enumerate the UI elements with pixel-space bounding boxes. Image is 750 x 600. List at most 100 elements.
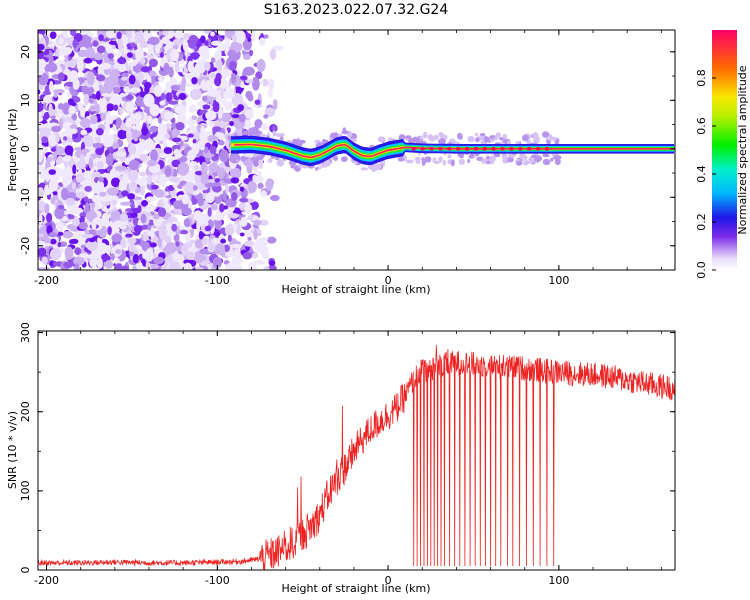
noise-blob xyxy=(38,43,45,51)
noise-blob xyxy=(41,256,48,265)
noise-blob xyxy=(140,57,146,65)
noise-blob xyxy=(239,83,247,89)
noise-blob xyxy=(43,90,52,96)
noise-blob xyxy=(72,132,79,139)
noise-blob xyxy=(148,58,158,68)
noise-blob xyxy=(170,84,180,91)
noise-blob xyxy=(217,167,226,179)
noise-blob xyxy=(254,99,261,105)
noise-blob xyxy=(200,161,208,176)
noise-blob xyxy=(228,60,237,71)
noise-blob xyxy=(146,174,152,186)
noise-blob xyxy=(88,157,94,169)
noise-blob xyxy=(65,81,75,87)
noise-blob xyxy=(55,48,60,57)
ridge-bead xyxy=(411,147,416,151)
noise-blob xyxy=(239,232,245,237)
noise-blob xyxy=(78,253,90,259)
noise-blob xyxy=(193,210,203,222)
noise-blob xyxy=(222,189,227,202)
ridge-halo xyxy=(230,152,238,160)
noise-blob xyxy=(39,127,51,137)
noise-blob xyxy=(265,178,274,191)
noise-blob xyxy=(256,58,266,73)
noise-blob xyxy=(173,233,180,243)
ridge-halo xyxy=(459,133,463,140)
noise-blob xyxy=(271,125,277,131)
noise-blob xyxy=(132,253,139,264)
noise-blob xyxy=(100,62,112,70)
noise-blob xyxy=(220,238,227,244)
noise-blob xyxy=(189,88,202,101)
noise-blob xyxy=(83,196,89,202)
ridge-halo xyxy=(408,138,416,144)
ridge-bead xyxy=(420,147,425,151)
noise-blob xyxy=(201,95,208,102)
noise-blob xyxy=(112,133,118,145)
noise-blob xyxy=(115,249,122,255)
noise-blob xyxy=(254,119,263,129)
noise-blob xyxy=(71,181,77,190)
noise-blob xyxy=(225,183,229,194)
ridge-halo xyxy=(280,136,284,141)
ridge-halo xyxy=(501,153,505,159)
noise-blob xyxy=(50,238,57,245)
noise-blob xyxy=(238,113,246,123)
noise-blob xyxy=(143,81,152,89)
noise-blob xyxy=(132,217,138,226)
noise-blob xyxy=(38,33,44,40)
ridge-bead xyxy=(500,147,505,151)
noise-blob xyxy=(245,108,254,119)
noise-blob xyxy=(80,214,85,225)
noise-blob xyxy=(83,93,90,106)
ridge-halo xyxy=(255,155,264,161)
noise-blob xyxy=(72,164,77,175)
noise-blob xyxy=(268,260,276,266)
noise-blob xyxy=(59,117,63,130)
ridge-bead xyxy=(491,147,496,151)
y-tick-label: 300 xyxy=(19,322,32,343)
noise-blob xyxy=(61,130,72,137)
noise-blob xyxy=(162,136,167,148)
noise-blob xyxy=(172,38,185,45)
y-tick-label: 0 xyxy=(19,567,32,574)
noise-blob xyxy=(128,169,139,182)
noise-blob xyxy=(231,73,237,84)
noise-blob xyxy=(127,144,137,155)
noise-blob xyxy=(173,253,185,263)
noise-blob xyxy=(92,142,104,149)
noise-blob xyxy=(164,236,172,244)
ridge-halo xyxy=(415,160,421,164)
noise-blob xyxy=(82,233,94,239)
noise-blob xyxy=(191,143,200,155)
noise-blob xyxy=(128,159,140,171)
noise-blob xyxy=(71,112,77,122)
noise-blob xyxy=(54,207,65,220)
ridge-halo xyxy=(324,159,331,167)
ridge-bead xyxy=(464,147,470,151)
noise-blob xyxy=(228,213,240,219)
ridge-halo xyxy=(467,135,475,143)
noise-blob xyxy=(254,238,266,253)
noise-blob xyxy=(180,229,189,235)
ridge-bead xyxy=(535,147,541,151)
snr-y-ticks: 0 100 200 300 xyxy=(19,322,675,574)
x-tick-label: -200 xyxy=(34,574,59,587)
ridge-halo xyxy=(341,156,348,163)
noise-blob xyxy=(89,257,99,269)
noise-blob xyxy=(73,256,85,266)
noise-blob xyxy=(223,244,230,252)
noise-blob xyxy=(253,219,262,226)
noise-blob xyxy=(168,100,179,105)
noise-blob xyxy=(239,197,249,203)
noise-blob xyxy=(127,193,136,200)
noise-blob xyxy=(219,79,230,90)
noise-blob xyxy=(91,194,102,204)
noise-blob xyxy=(55,132,60,143)
ridge-halo xyxy=(438,138,446,145)
ridge-halo xyxy=(536,157,540,163)
noise-blob xyxy=(125,117,133,128)
noise-blob xyxy=(229,120,235,127)
noise-blob xyxy=(263,34,269,39)
noise-blob xyxy=(68,105,76,115)
